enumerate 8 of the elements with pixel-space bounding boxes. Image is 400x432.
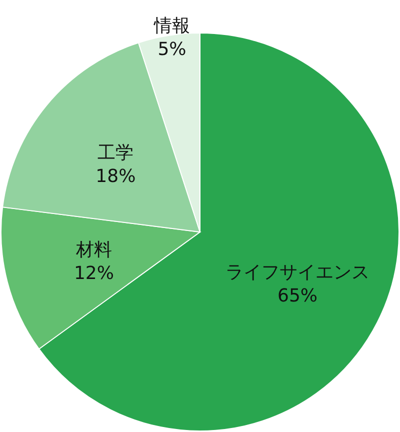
slice-label: ライフサイエンス — [226, 262, 370, 284]
slice-label: 情報 — [152, 16, 190, 37]
data-label: 5% — [158, 38, 186, 60]
slice-label: 材料 — [74, 240, 112, 261]
data-label: 18% — [96, 166, 136, 188]
data-label: 12% — [74, 263, 114, 284]
data-label: 65% — [278, 285, 318, 306]
slice-label: 工学 — [98, 142, 134, 164]
